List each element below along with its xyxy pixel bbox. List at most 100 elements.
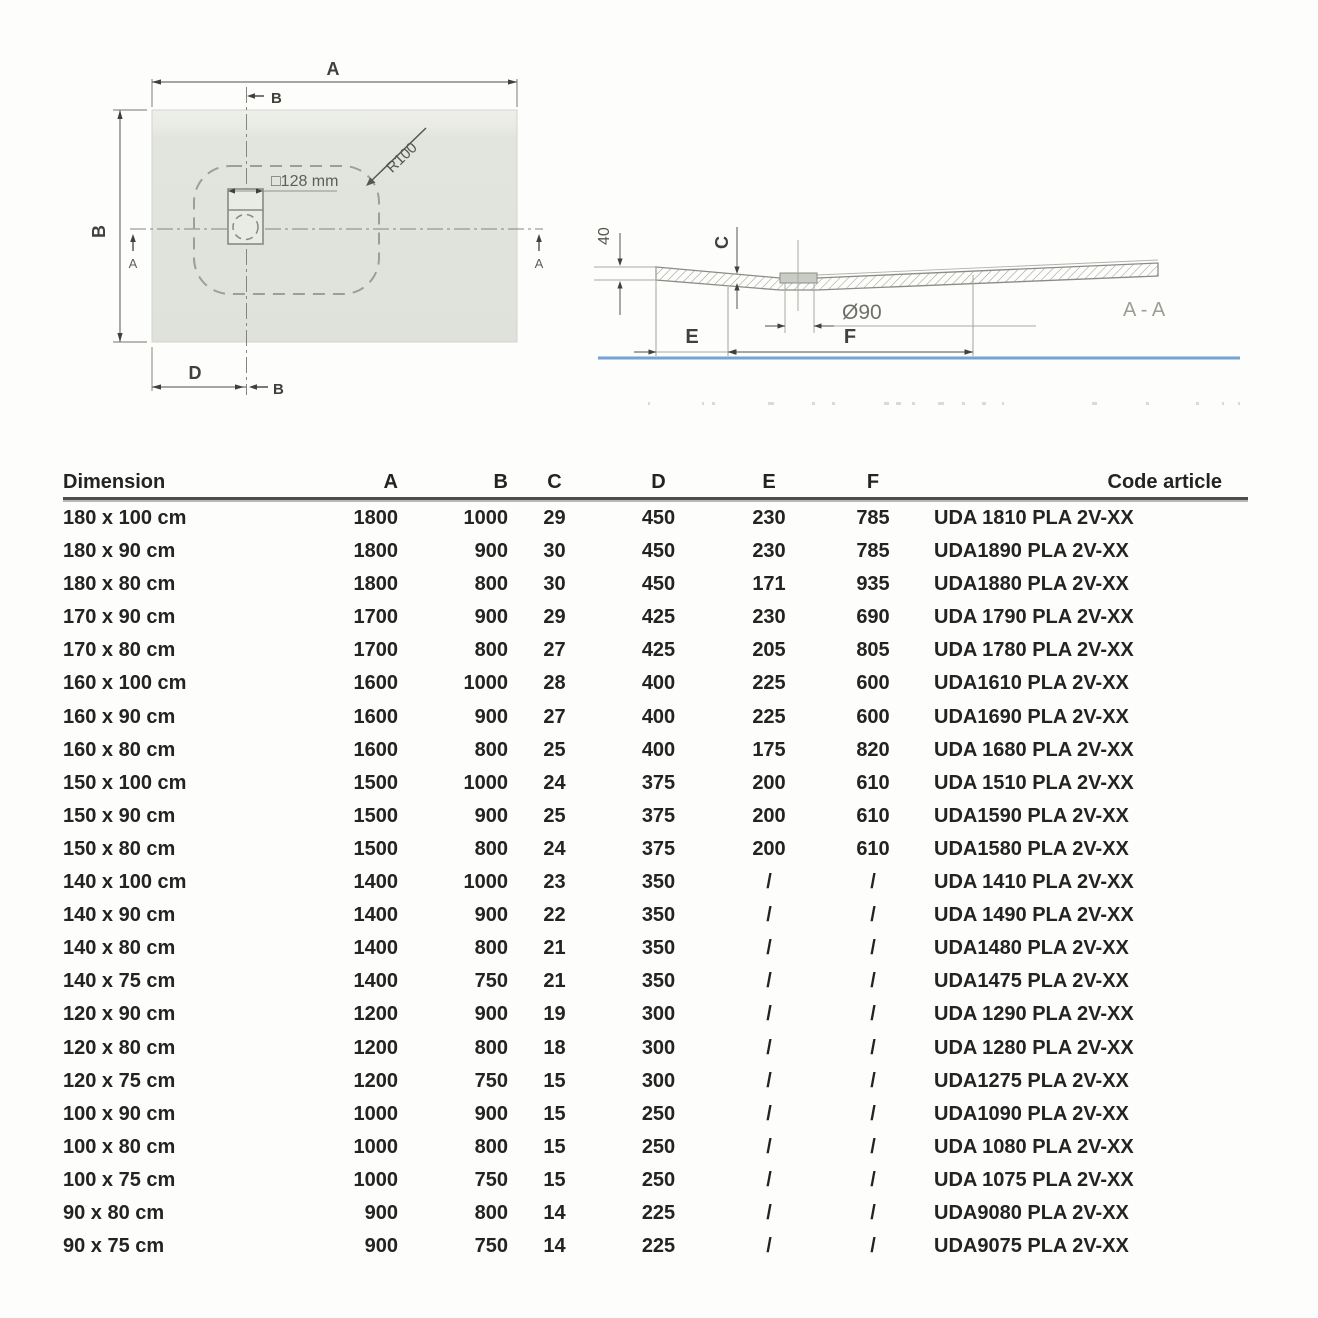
cell-e: / <box>766 1036 772 1059</box>
cell-dimension: 140 x 75 cm <box>63 970 176 993</box>
cell-e: / <box>766 1069 772 1092</box>
cell-d: 350 <box>641 937 676 960</box>
dim-label-a: A <box>327 59 340 79</box>
section-marker-a-left: A <box>129 234 138 271</box>
cell-a: 1500 <box>353 837 399 860</box>
cell-f: 600 <box>856 705 890 728</box>
cell-c: 14 <box>543 1235 566 1258</box>
cell-d: 350 <box>641 970 676 993</box>
cell-dimension: 140 x 100 cm <box>63 871 187 894</box>
dim-label-b-bottom: B <box>273 381 284 398</box>
cell-d: 400 <box>641 738 676 761</box>
cell-code-article: UDA 1780 PLA 2V-XX <box>934 639 1134 662</box>
section-marker-b-bottom: B <box>249 381 284 398</box>
cell-c: 19 <box>543 1003 566 1026</box>
cell-d: 300 <box>641 1036 676 1059</box>
cell-f: / <box>870 1168 876 1191</box>
cell-d: 450 <box>641 507 676 529</box>
cell-b: 900 <box>474 540 508 563</box>
cell-dimension: 120 x 80 cm <box>63 1036 176 1059</box>
cell-code-article: UDA1275 PLA 2V-XX <box>934 1069 1129 1092</box>
cell-f: 935 <box>856 573 890 596</box>
cell-e: 225 <box>752 705 786 728</box>
column-header-dimension: Dimension <box>63 471 166 493</box>
cell-code-article: UDA1480 PLA 2V-XX <box>934 937 1129 960</box>
cell-c: 24 <box>543 771 566 794</box>
cell-d: 300 <box>641 1069 676 1092</box>
cell-d: 450 <box>641 573 676 596</box>
drain-top-view <box>227 188 264 245</box>
cell-f: / <box>870 1135 876 1158</box>
cell-d: 375 <box>641 771 676 794</box>
cell-code-article: UDA 1810 PLA 2V-XX <box>934 507 1134 529</box>
cell-f: 805 <box>856 639 890 662</box>
dimension-diameter: Ø90 <box>765 283 1036 333</box>
cell-e: 205 <box>752 639 786 662</box>
section-marker-b-top: B <box>247 90 282 107</box>
top-view-drawing: A B B A A R100 <box>89 59 544 398</box>
cell-c: 28 <box>543 672 566 695</box>
cell-code-article: UDA1580 PLA 2V-XX <box>934 837 1129 860</box>
cell-e: / <box>766 904 772 927</box>
cell-c: 15 <box>543 1168 566 1191</box>
cell-f: 820 <box>856 738 890 761</box>
cell-dimension: 160 x 100 cm <box>63 672 187 695</box>
cell-e: 171 <box>752 573 786 596</box>
cell-c: 27 <box>543 705 566 728</box>
cell-c: 29 <box>543 507 566 529</box>
cell-code-article: UDA 1680 PLA 2V-XX <box>934 738 1134 761</box>
cell-d: 250 <box>641 1102 676 1125</box>
cell-c: 29 <box>543 606 566 629</box>
cell-a: 1600 <box>353 672 399 695</box>
cell-e: 175 <box>752 738 786 761</box>
cell-e: / <box>766 1168 772 1191</box>
column-header-e: E <box>762 471 776 493</box>
cell-f: / <box>870 970 876 993</box>
column-header-f: F <box>866 471 880 493</box>
table-row: 140 x 75 cm 1400 750 21 350 / / UDA1475 … <box>63 965 1248 998</box>
column-header-code: Code article <box>1107 471 1222 493</box>
cell-a: 1600 <box>353 705 399 728</box>
cell-b: 1000 <box>463 672 509 695</box>
cell-f: 600 <box>856 672 890 695</box>
cell-c: 24 <box>543 837 566 860</box>
cell-dimension: 170 x 80 cm <box>63 639 176 662</box>
cell-code-article: UDA 1790 PLA 2V-XX <box>934 606 1134 629</box>
cell-c: 15 <box>543 1069 566 1092</box>
cell-code-article: UDA1880 PLA 2V-XX <box>934 573 1129 596</box>
cell-e: 230 <box>752 540 786 563</box>
cell-e: 230 <box>752 507 786 529</box>
drain-dimension: □128 mm <box>228 173 338 194</box>
cell-a: 1800 <box>353 540 399 563</box>
cell-b: 750 <box>474 970 508 993</box>
cell-b: 1000 <box>463 507 509 529</box>
cell-a: 1600 <box>353 738 399 761</box>
table-row: 150 x 80 cm 1500 800 24 375 200 610 UDA1… <box>63 833 1248 866</box>
cell-e: 230 <box>752 606 786 629</box>
cell-code-article: UDA 1280 PLA 2V-XX <box>934 1036 1134 1059</box>
cell-f: / <box>870 1201 876 1224</box>
dimension-40: 40 <box>596 227 623 315</box>
cell-b: 800 <box>474 1036 508 1059</box>
cell-a: 900 <box>364 1235 398 1258</box>
depth-label: C <box>712 236 732 249</box>
table-row: 150 x 100 cm 1500 1000 24 375 200 610 UD… <box>63 767 1248 800</box>
cell-a: 1400 <box>353 904 399 927</box>
cell-b: 750 <box>474 1235 508 1258</box>
cell-c: 15 <box>543 1135 566 1158</box>
table-row: 120 x 90 cm 1200 900 19 300 / / UDA 1290… <box>63 998 1248 1031</box>
cell-d: 250 <box>641 1135 676 1158</box>
cell-a: 1000 <box>353 1168 399 1191</box>
cell-c: 15 <box>543 1102 566 1125</box>
cell-b: 900 <box>474 1003 508 1026</box>
column-header-d: D <box>651 471 666 493</box>
dimension-table: Dimension A B C D E F Code article 180 x… <box>63 467 1248 1263</box>
cell-b: 900 <box>474 606 508 629</box>
cell-b: 1000 <box>463 871 509 894</box>
cell-a: 1400 <box>353 937 399 960</box>
cell-d: 400 <box>641 672 676 695</box>
cell-e: / <box>766 1102 772 1125</box>
dim-label-a-right: A <box>535 256 544 271</box>
cell-a: 1200 <box>353 1003 399 1026</box>
cell-b: 900 <box>474 804 508 827</box>
